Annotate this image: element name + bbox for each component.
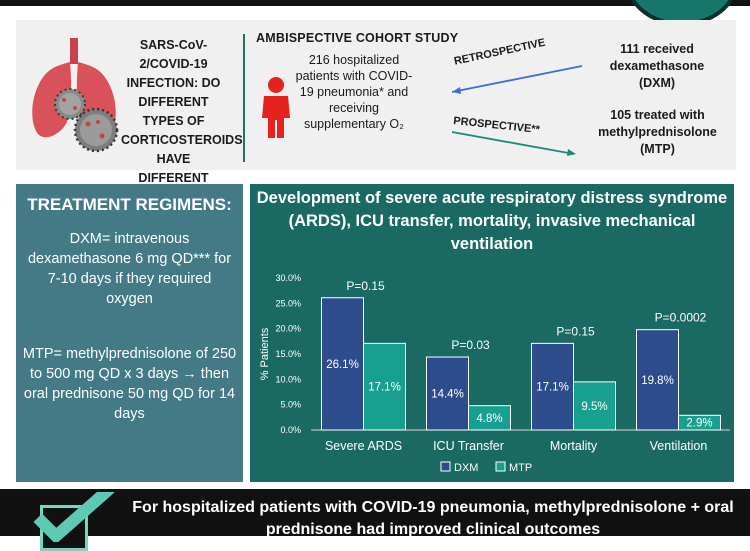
- p-value-label: P=0.15: [556, 324, 595, 338]
- bottom-bar: [0, 489, 750, 536]
- data-label: 9.5%: [581, 401, 607, 413]
- y-axis-label: % Patients: [259, 327, 271, 380]
- bar-mtp: [468, 405, 511, 431]
- data-label: 4.8%: [476, 413, 502, 425]
- y-tick-label: 25.0%: [275, 298, 301, 308]
- person-icon: [262, 77, 290, 138]
- bar-dxm: [531, 342, 574, 431]
- p-value-label: P=0.0002: [655, 311, 707, 325]
- study-type: AMBISPECTIVE COHORT STUDY: [256, 31, 459, 45]
- data-label: 26.1%: [326, 359, 359, 371]
- bar-mtp: [363, 342, 406, 431]
- conclusion: For hospitalized patients with COVID-19 …: [132, 499, 734, 538]
- divider: [243, 34, 245, 162]
- dxm-group: 111 received dexamethasone (DXM): [609, 42, 705, 90]
- data-label: 19.8%: [641, 375, 674, 387]
- x-tick-label: ICU Transfer: [433, 439, 504, 453]
- p-value-label: P=0.03: [451, 338, 490, 352]
- x-tick-label: Ventilation: [650, 439, 708, 453]
- regimen-mtp: MTP= methylprednisolone of 250 to 500 mg…: [22, 346, 237, 422]
- y-tick-label: 10.0%: [275, 374, 301, 384]
- data-label: 14.4%: [431, 389, 464, 401]
- bar-mtp: [573, 381, 616, 431]
- regimen-dxm: DXM= intravenous dexamethasone 6 mg QD**…: [27, 231, 232, 307]
- x-tick-label: Mortality: [550, 439, 598, 453]
- x-tick-label: Severe ARDS: [325, 439, 402, 453]
- y-tick-label: 15.0%: [275, 349, 301, 359]
- arrows: [451, 65, 583, 156]
- y-tick-label: 5.0%: [280, 400, 301, 410]
- bar-chart: 0.0% 5.0% 10.0% 15.0% 20.0% 25.0% 30.0% % Patie…: [259, 273, 730, 474]
- study-question: SARS-CoV-2/COVID-19 INFECTION: DO DIFFER…: [121, 38, 243, 204]
- data-label: 17.1%: [368, 382, 401, 394]
- legend-swatch-dxm: [440, 461, 451, 472]
- top-bar: [0, 0, 750, 6]
- legend-label-mtp: MTP: [509, 462, 532, 474]
- chart-title: Development of severe acute respiratory …: [256, 189, 728, 253]
- p-value-label: P=0.15: [346, 279, 385, 293]
- patients-description: 216 hospitalized patients with COVID-19 …: [295, 53, 413, 131]
- regimens-panel: [16, 184, 243, 482]
- bar-dxm: [426, 356, 469, 431]
- checkmark-icon: [33, 492, 115, 542]
- bar-mtp: [678, 414, 721, 431]
- bar-dxm: [636, 329, 679, 431]
- data-label: 17.1%: [536, 382, 569, 394]
- y-tick-label: 0.0%: [280, 425, 301, 435]
- lungs-virus-icon: [32, 38, 119, 153]
- data-label: 2.9%: [686, 418, 712, 430]
- y-tick-label: 30.0%: [275, 273, 301, 283]
- regimens-title: TREATMENT REGIMENS:: [27, 195, 232, 214]
- y-tick-label: 20.0%: [275, 324, 301, 334]
- mtp-group: 105 treated with methylprednisolone (MTP…: [598, 108, 717, 156]
- legend-swatch-mtp: [495, 461, 506, 472]
- top-panel: [16, 20, 736, 170]
- legend-label-dxm: DXM: [454, 462, 478, 474]
